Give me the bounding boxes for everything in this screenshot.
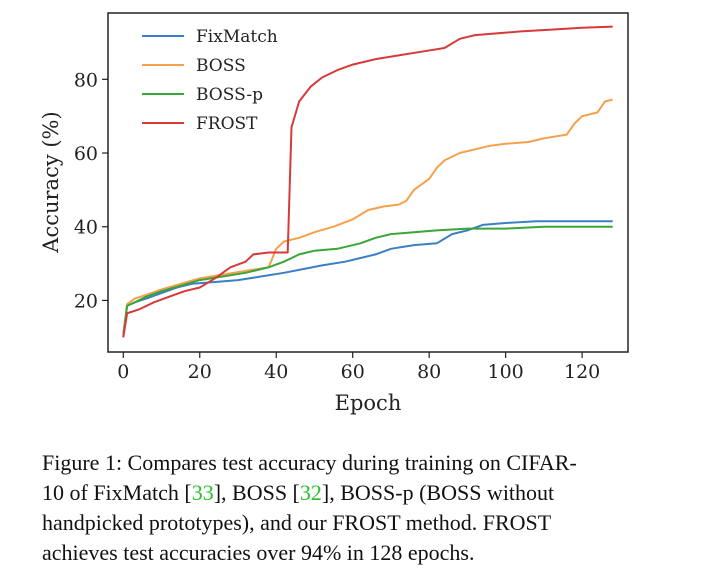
series-line-boss-p [122,225,613,338]
x-tick-label: 20 [188,361,212,383]
citation-link-boss[interactable]: 32 [299,480,322,505]
tick-layer: 0 20 40 60 80 100 120 20 40 60 80 [74,69,600,383]
legend-label-fixmatch: FixMatch [196,27,278,47]
y-tick-label: 20 [74,290,98,312]
x-tick-label: 120 [564,361,600,383]
x-axis-label: Epoch [335,391,402,415]
series-layer [122,25,613,338]
series-line-frost [122,25,613,338]
accuracy-chart: 0 20 40 60 80 100 120 20 40 60 80 FixMatch BOSS BOSS… [39,12,629,415]
y-tick-label: 40 [74,217,98,239]
legend-label-boss-p: BOSS-p [196,85,263,105]
caption-line-1: Figure 1: Compares test accuracy during … [42,450,577,475]
x-tick-label: 100 [488,361,524,383]
citation-link-fixmatch[interactable]: 33 [191,480,214,505]
caption-line-2-part-b: ], BOSS [ [213,480,300,505]
plot-area-frame [107,12,629,353]
caption-line-4: achieves test accuracies over 94% in 128… [42,540,475,565]
x-tick-label: 80 [417,361,441,383]
caption-line-3: handpicked prototypes), and our FROST me… [42,510,552,535]
x-tick-label: 0 [117,361,129,383]
y-tick-label: 80 [74,69,98,91]
legend: FixMatch BOSS BOSS-p FROST [142,27,278,134]
caption-line-2-part-c: ], BOSS-p (BOSS without [321,480,555,505]
series-line-fixmatch [122,220,613,334]
figure-caption: Figure 1: Compares test accuracy during … [42,448,662,568]
legend-label-frost: FROST [196,114,258,134]
series-line-boss [122,98,613,336]
caption-line-2-part-a: 10 of FixMatch [ [42,480,192,505]
x-tick-label: 60 [341,361,365,383]
y-axis-label: Accuracy (%) [39,111,63,253]
y-tick-label: 60 [74,143,98,165]
x-tick-label: 40 [264,361,288,383]
legend-label-boss: BOSS [196,56,246,76]
